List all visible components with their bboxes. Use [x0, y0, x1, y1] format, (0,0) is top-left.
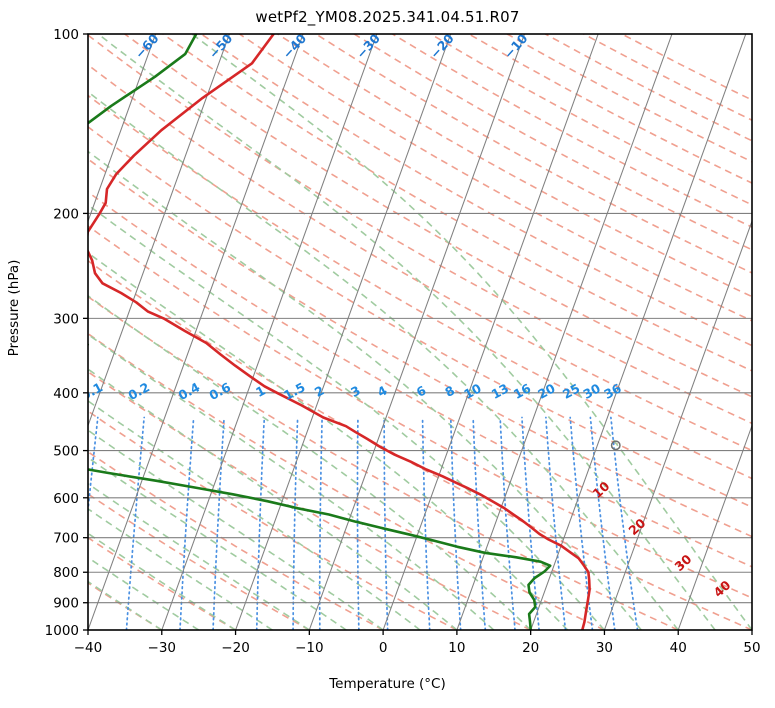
- plot-background: [88, 34, 752, 630]
- mixing-ratio-label: 10: [461, 380, 484, 402]
- mixing-ratio-label: 16: [511, 380, 534, 402]
- x-tick-label: 30: [596, 640, 613, 656]
- sounding-group: [88, 34, 591, 630]
- y-tick-label: 700: [53, 531, 79, 547]
- y-tick-label: 600: [53, 491, 79, 507]
- y-tick-label: 100: [53, 27, 79, 43]
- x-tick-label: 50: [743, 640, 760, 656]
- moist-adiabat-group: [88, 34, 752, 630]
- x-tick-label: −10: [295, 640, 324, 656]
- x-tick-label: −30: [148, 640, 177, 656]
- y-tick-label: 300: [53, 311, 79, 327]
- x-tick-label: 10: [448, 640, 465, 656]
- y-tick-label: 1000: [45, 623, 79, 639]
- plot-frame: [87, 33, 753, 631]
- x-tick-label: −40: [74, 640, 103, 656]
- y-tick-label: 800: [53, 565, 79, 581]
- x-tick-label: 0: [379, 640, 388, 656]
- x-tick-label: 20: [522, 640, 539, 656]
- y-tick-label: 400: [53, 386, 79, 402]
- mixing-ratio-label: 20: [535, 380, 558, 402]
- y-tick-label: 900: [53, 596, 79, 612]
- mixing-ratio-label: 36: [601, 380, 624, 402]
- mixing-ratio-label: 30: [581, 380, 604, 402]
- x-tick-label: 40: [670, 640, 687, 656]
- y-tick-label: 500: [53, 444, 79, 460]
- page-title: wetPf2_YM08.2025.341.04.51.R07: [255, 8, 520, 26]
- mixing-ratio-label: 13: [489, 380, 511, 401]
- x-tick-label: −20: [221, 640, 250, 656]
- x-axis-label: Temperature (°C): [329, 676, 446, 692]
- marker-group: [610, 440, 621, 451]
- mixing-ratio-group: [88, 416, 639, 630]
- mixing-ratio-label: 25: [560, 380, 582, 401]
- isotherm-group: [88, 34, 752, 630]
- y-tick-label: 200: [53, 206, 79, 222]
- isobar-group: [88, 34, 752, 630]
